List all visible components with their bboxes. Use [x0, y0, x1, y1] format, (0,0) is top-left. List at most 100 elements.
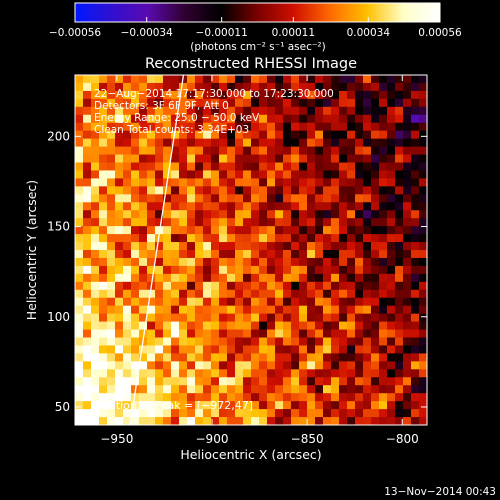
heatmap-cell — [123, 178, 132, 187]
heatmap-cell — [395, 162, 404, 172]
heatmap-cell — [379, 257, 388, 267]
heatmap-cell — [83, 289, 92, 299]
heatmap-cell — [115, 273, 124, 283]
heatmap-cell — [259, 265, 268, 275]
heatmap-cell — [107, 257, 116, 267]
heatmap-cell — [211, 281, 220, 291]
heatmap-cell — [419, 122, 427, 132]
heatmap-cell — [419, 385, 427, 394]
heatmap-cell — [163, 393, 172, 402]
heatmap-cell — [299, 90, 308, 100]
heatmap-cell — [187, 98, 196, 108]
heatmap-cell — [203, 154, 212, 164]
heatmap-cell — [355, 170, 364, 179]
heatmap-cell — [235, 202, 244, 211]
heatmap-cell — [171, 154, 180, 164]
heatmap-cell — [115, 297, 124, 307]
heatmap-cell — [219, 82, 228, 92]
heatmap-cell — [107, 385, 116, 394]
heatmap-cell — [179, 194, 188, 203]
heatmap-cell — [243, 194, 252, 203]
heatmap-cell — [187, 337, 196, 347]
heatmap-cell — [243, 210, 252, 219]
heatmap-cell — [155, 170, 164, 179]
heatmap-cell — [395, 82, 404, 92]
heatmap-cell — [307, 281, 316, 291]
heatmap-cell — [355, 130, 364, 140]
heatmap-cell — [323, 250, 332, 259]
heatmap-cell — [355, 90, 364, 100]
heatmap-cell — [275, 409, 284, 418]
heatmap-cell — [411, 385, 420, 394]
heatmap-cell — [347, 210, 356, 219]
heatmap-cell — [403, 353, 412, 362]
heatmap-cell — [275, 90, 284, 100]
heatmap-cell — [307, 369, 316, 378]
heatmap-cell — [195, 146, 204, 156]
heatmap-cell — [99, 90, 108, 100]
heatmap-cell — [267, 321, 276, 331]
heatmap-cell — [355, 281, 364, 291]
heatmap-cell — [403, 377, 412, 386]
heatmap-cell — [211, 178, 220, 187]
heatmap-cell — [227, 409, 236, 418]
heatmap-cell — [363, 194, 372, 203]
heatmap-cell — [211, 138, 220, 148]
heatmap-cell — [347, 218, 356, 227]
heatmap-cell — [227, 313, 236, 323]
heatmap-cell — [379, 242, 388, 251]
heatmap-cell — [171, 75, 180, 84]
heatmap-cell — [395, 75, 404, 84]
heatmap-cell — [99, 313, 108, 323]
heatmap-cell — [155, 186, 164, 195]
heatmap-cell — [235, 281, 244, 291]
heatmap-cell — [179, 226, 188, 235]
heatmap-cell — [147, 257, 156, 267]
heatmap-cell — [211, 194, 220, 203]
heatmap-cell — [179, 162, 188, 172]
heatmap-cell — [371, 353, 380, 362]
heatmap-cell — [331, 257, 340, 267]
heatmap-cell — [123, 313, 132, 323]
heatmap-cell — [323, 257, 332, 267]
heatmap-cell — [363, 138, 372, 148]
heatmap-cell — [267, 138, 276, 148]
heatmap-cell — [171, 281, 180, 291]
heatmap-cell — [203, 226, 212, 235]
heatmap-cell — [243, 297, 252, 307]
heatmap-cell — [83, 154, 92, 164]
heatmap-cell — [339, 297, 348, 307]
heatmap-cell — [123, 401, 132, 410]
heatmap-cell — [123, 305, 132, 315]
heatmap-cell — [115, 122, 124, 132]
heatmap-cell — [195, 154, 204, 164]
heatmap-cell — [363, 162, 372, 172]
heatmap-cell — [235, 170, 244, 179]
heatmap-cell — [323, 353, 332, 362]
heatmap-cell — [307, 218, 316, 227]
heatmap-cell — [411, 281, 420, 291]
heatmap-cell — [139, 265, 148, 275]
heatmap-cell — [291, 210, 300, 219]
heatmap-cell — [195, 130, 204, 140]
heatmap-cell — [83, 353, 92, 362]
heatmap-cell — [211, 297, 220, 307]
heatmap-cell — [139, 122, 148, 132]
heatmap-cell — [147, 250, 156, 259]
heatmap-cell — [83, 321, 92, 331]
heatmap-cell — [323, 401, 332, 410]
heatmap-cell — [403, 170, 412, 179]
heatmap-cell — [379, 385, 388, 394]
heatmap-cell — [91, 106, 100, 116]
heatmap-cell — [403, 178, 412, 187]
heatmap-cell — [419, 289, 427, 299]
heatmap-cell — [243, 417, 252, 425]
heatmap-cell — [419, 321, 427, 331]
heatmap-cell — [291, 194, 300, 203]
colorbar-tick-label: 0.00056 — [418, 27, 462, 39]
heatmap-cell — [179, 289, 188, 299]
heatmap-cell — [403, 82, 412, 92]
heatmap-cell — [171, 321, 180, 331]
heatmap-cell — [339, 289, 348, 299]
heatmap-cell — [139, 82, 148, 92]
